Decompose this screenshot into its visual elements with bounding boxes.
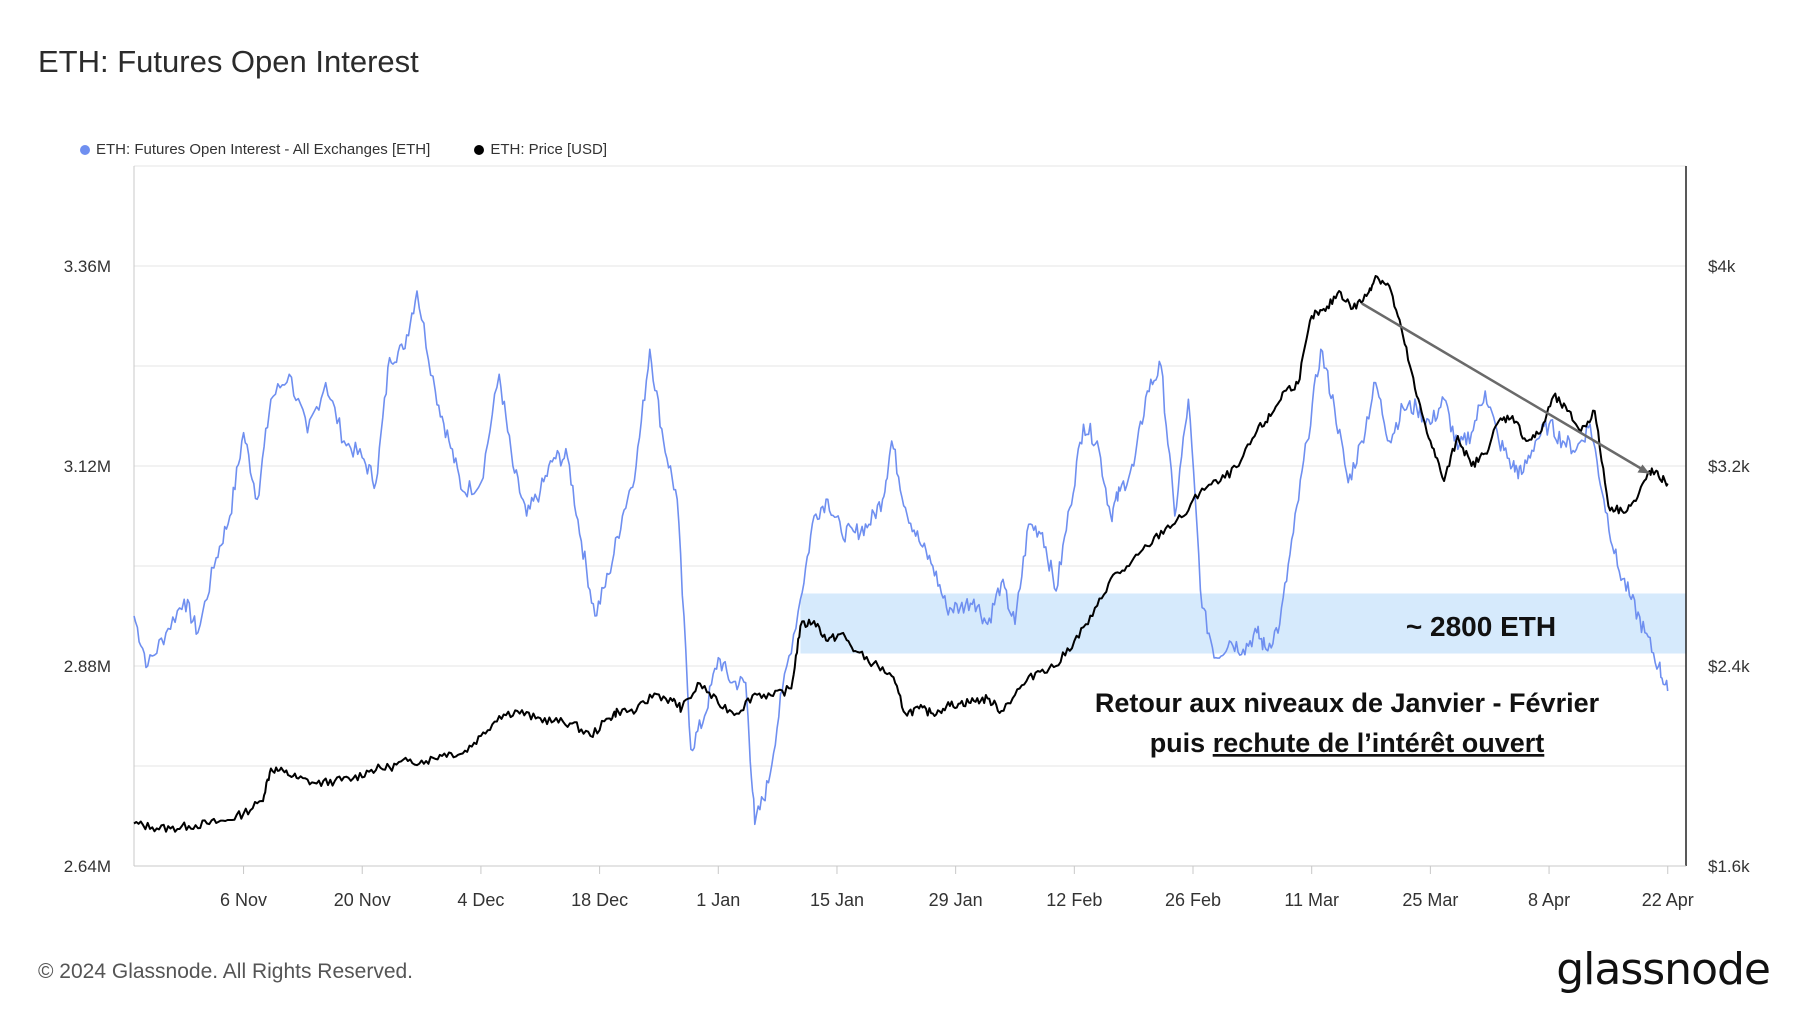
annotation-note-line2: puis rechute de l’intérêt ouvert [1150, 728, 1545, 758]
x-tick-label: 29 Jan [929, 890, 983, 910]
y-right-tick-label: $4k [1708, 257, 1736, 276]
y-left-tick-label: 2.64M [64, 857, 111, 876]
annotation-band-label: ~ 2800 ETH [1406, 611, 1556, 642]
glassnode-logo: glassnode [1556, 944, 1771, 995]
copyright-text: © 2024 Glassnode. All Rights Reserved. [38, 960, 414, 983]
x-tick-label: 12 Feb [1046, 890, 1102, 910]
x-tick-label: 6 Nov [220, 890, 267, 910]
x-tick-label: 20 Nov [334, 890, 391, 910]
x-tick-label: 8 Apr [1528, 890, 1570, 910]
annotation-note-line2-prefix: puis [1150, 728, 1213, 758]
legend: ETH: Futures Open Interest - All Exchang… [80, 141, 607, 158]
series-line-price [133, 275, 1669, 833]
y-left-tick-label: 2.88M [64, 657, 111, 676]
annotation-trendline-arrow [1637, 464, 1650, 474]
legend-label-price: ETH: Price [USD] [490, 141, 607, 158]
legend-label-open-interest: ETH: Futures Open Interest - All Exchang… [96, 141, 431, 158]
x-tick-label: 15 Jan [810, 890, 864, 910]
annotation-trendline [1361, 302, 1651, 475]
legend-item-price[interactable]: ETH: Price [USD] [474, 141, 607, 158]
chart-title: ETH: Futures Open Interest [38, 44, 419, 79]
legend-dot-open-interest [80, 144, 90, 155]
x-tick-label: 25 Mar [1402, 890, 1458, 910]
x-tick-label: 22 Apr [1642, 890, 1694, 910]
legend-item-open-interest[interactable]: ETH: Futures Open Interest - All Exchang… [80, 141, 430, 158]
y-right-tick-label: $1.6k [1708, 857, 1750, 876]
annotation-band [800, 593, 1686, 654]
y-right-tick-label: $3.2k [1708, 457, 1750, 476]
legend-dot-price [474, 144, 485, 155]
x-tick-label: 11 Mar [1284, 890, 1339, 910]
annotation-note-line2-underlined: rechute de l’intérêt ouvert [1213, 728, 1545, 758]
y-right-tick-label: $2.4k [1708, 657, 1750, 676]
x-tick-label: 4 Dec [457, 890, 504, 910]
x-tick-label: 1 Jan [696, 890, 740, 910]
series-line-open-interest [133, 290, 1669, 826]
y-left-tick-label: 3.12M [64, 457, 111, 476]
x-tick-label: 26 Feb [1165, 890, 1221, 910]
x-tick-label: 18 Dec [571, 890, 628, 910]
y-left-tick-label: 3.36M [64, 257, 111, 276]
annotation-note-line1: Retour aux niveaux de Janvier - Février [1095, 688, 1600, 718]
